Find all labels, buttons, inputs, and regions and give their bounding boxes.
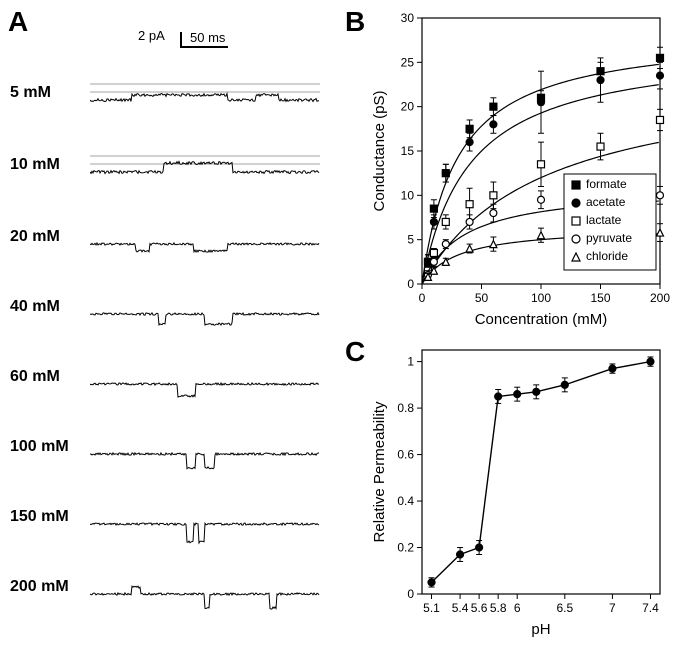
- svg-text:15: 15: [401, 144, 415, 158]
- figure-root: A B C 2 pA 50 ms 5 mM10 mM20 mM40 mM60 m…: [0, 0, 680, 644]
- trace-label: 150 mM: [10, 508, 80, 526]
- svg-text:0.8: 0.8: [397, 401, 414, 415]
- trace-row: 150 mM: [10, 494, 330, 554]
- svg-text:formate: formate: [586, 177, 627, 191]
- svg-text:200: 200: [650, 291, 670, 305]
- svg-text:100: 100: [531, 291, 551, 305]
- svg-text:50: 50: [475, 291, 489, 305]
- svg-text:0.4: 0.4: [397, 494, 414, 508]
- trace-label: 200 mM: [10, 578, 80, 596]
- svg-text:1: 1: [407, 355, 414, 369]
- svg-text:7.4: 7.4: [642, 601, 659, 615]
- svg-text:Relative Permeability: Relative Permeability: [371, 401, 388, 542]
- svg-text:acetate: acetate: [586, 195, 626, 209]
- svg-text:lactate: lactate: [586, 213, 622, 227]
- svg-text:5.8: 5.8: [490, 601, 507, 615]
- svg-text:5.1: 5.1: [423, 601, 440, 615]
- svg-text:chloride: chloride: [586, 249, 628, 263]
- scale-time-label: 50 ms: [190, 30, 225, 45]
- svg-text:Concentration (mM): Concentration (mM): [475, 311, 608, 328]
- trace-label: 20 mM: [10, 228, 80, 246]
- svg-text:pH: pH: [531, 621, 550, 638]
- trace-svg: [90, 70, 320, 130]
- scale-current-label: 2 pA: [138, 28, 165, 43]
- conductance-chart: 0 50 100 150 200 0 5 10 15 20 25 30 Concentration (m…: [370, 6, 670, 330]
- scale-bar-horizontal: [180, 46, 228, 48]
- trace-svg: [90, 564, 320, 624]
- svg-text:7: 7: [609, 601, 616, 615]
- trace-row: 5 mM: [10, 70, 330, 130]
- trace-svg: [90, 214, 320, 274]
- svg-text:pyruvate: pyruvate: [586, 231, 632, 245]
- trace-label: 5 mM: [10, 84, 80, 102]
- svg-text:5.4: 5.4: [452, 601, 469, 615]
- trace-label: 10 mM: [10, 156, 80, 174]
- panel-B: 0 50 100 150 200 0 5 10 15 20 25 30 Concentration (m…: [370, 6, 670, 326]
- panel-A: 2 pA 50 ms 5 mM 10 mM 20 mM 40 mM 60 mM 100 m…: [10, 30, 330, 630]
- svg-text:6.5: 6.5: [556, 601, 573, 615]
- trace-row: 10 mM: [10, 142, 330, 202]
- trace-row: 100 mM: [10, 424, 330, 484]
- svg-text:10: 10: [401, 188, 415, 202]
- panel-C: 5.1 5.45.65.8 6 6.5 7 7.4 0 0.2 0.4 0.6 0.8 1 pH Rela…: [370, 340, 670, 640]
- trace-label: 40 mM: [10, 298, 80, 316]
- panel-label-B: B: [345, 6, 365, 38]
- svg-text:6: 6: [514, 601, 521, 615]
- trace-row: 40 mM: [10, 284, 330, 344]
- trace-svg: [90, 142, 320, 202]
- svg-text:Conductance (pS): Conductance (pS): [371, 91, 388, 212]
- trace-row: 20 mM: [10, 214, 330, 274]
- permeability-chart: 5.1 5.45.65.8 6 6.5 7 7.4 0 0.2 0.4 0.6 0.8 1 pH Rela…: [370, 340, 670, 640]
- trace-label: 60 mM: [10, 368, 80, 386]
- svg-text:0.6: 0.6: [397, 448, 414, 462]
- scale-bar: 2 pA 50 ms: [140, 26, 260, 56]
- trace-svg: [90, 284, 320, 344]
- svg-text:0: 0: [407, 587, 414, 601]
- svg-text:0.2: 0.2: [397, 541, 414, 555]
- trace-row: 200 mM: [10, 564, 330, 624]
- svg-text:0: 0: [407, 277, 414, 291]
- panel-label-C: C: [345, 336, 365, 368]
- trace-svg: [90, 424, 320, 484]
- svg-text:5.6: 5.6: [471, 601, 488, 615]
- svg-text:25: 25: [401, 55, 415, 69]
- svg-text:30: 30: [401, 11, 415, 25]
- trace-svg: [90, 354, 320, 414]
- svg-text:0: 0: [419, 291, 426, 305]
- trace-label: 100 mM: [10, 438, 80, 456]
- svg-text:150: 150: [590, 291, 610, 305]
- scale-bar-vertical: [180, 32, 182, 46]
- svg-text:20: 20: [401, 100, 415, 114]
- trace-row: 60 mM: [10, 354, 330, 414]
- trace-svg: [90, 494, 320, 554]
- svg-text:5: 5: [407, 233, 414, 247]
